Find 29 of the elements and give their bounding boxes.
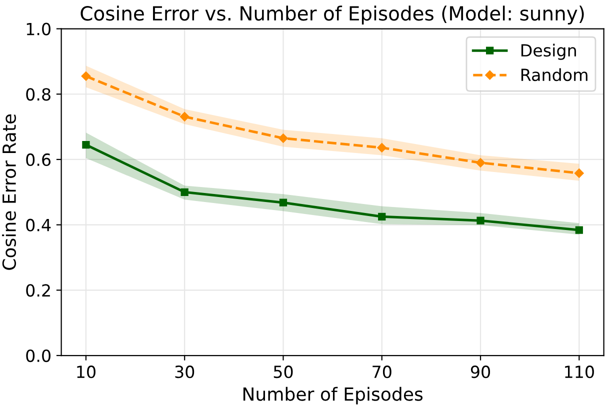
point [574, 168, 584, 178]
point [82, 140, 90, 149]
point [378, 212, 386, 220]
y-tick-label: 0.8 [26, 88, 50, 101]
x-tick-label: 30 [175, 366, 194, 378]
x-tick-label: 110 [565, 366, 594, 378]
point [278, 134, 288, 143]
x-axis-title: Number of Episodes [243, 386, 423, 404]
point [180, 188, 188, 196]
y-tick-label: 0.0 [26, 349, 50, 362]
y-tick-label: 0.4 [26, 218, 51, 232]
legend-label: Random [521, 68, 588, 82]
y-tick-label: 0.6 [26, 153, 51, 166]
y-axis-title: Cosine Error Rate [2, 114, 16, 270]
point [279, 198, 288, 206]
point [180, 112, 190, 122]
x-tick-label: 90 [470, 366, 490, 378]
point [476, 216, 484, 224]
chart-title: Cosine Error vs. Number of Episodes (Model: sunny) [80, 6, 584, 24]
x-tick-label: 10 [77, 366, 96, 378]
point [476, 158, 486, 168]
point [377, 143, 386, 152]
point [575, 226, 583, 234]
y-tick-label: 1.0 [26, 22, 50, 36]
y-tick-label: 0.2 [26, 284, 50, 297]
point [81, 72, 91, 81]
x-tick-label: 70 [372, 366, 392, 378]
legend-label: Design [521, 44, 576, 60]
x-tick-label: 50 [274, 366, 293, 378]
